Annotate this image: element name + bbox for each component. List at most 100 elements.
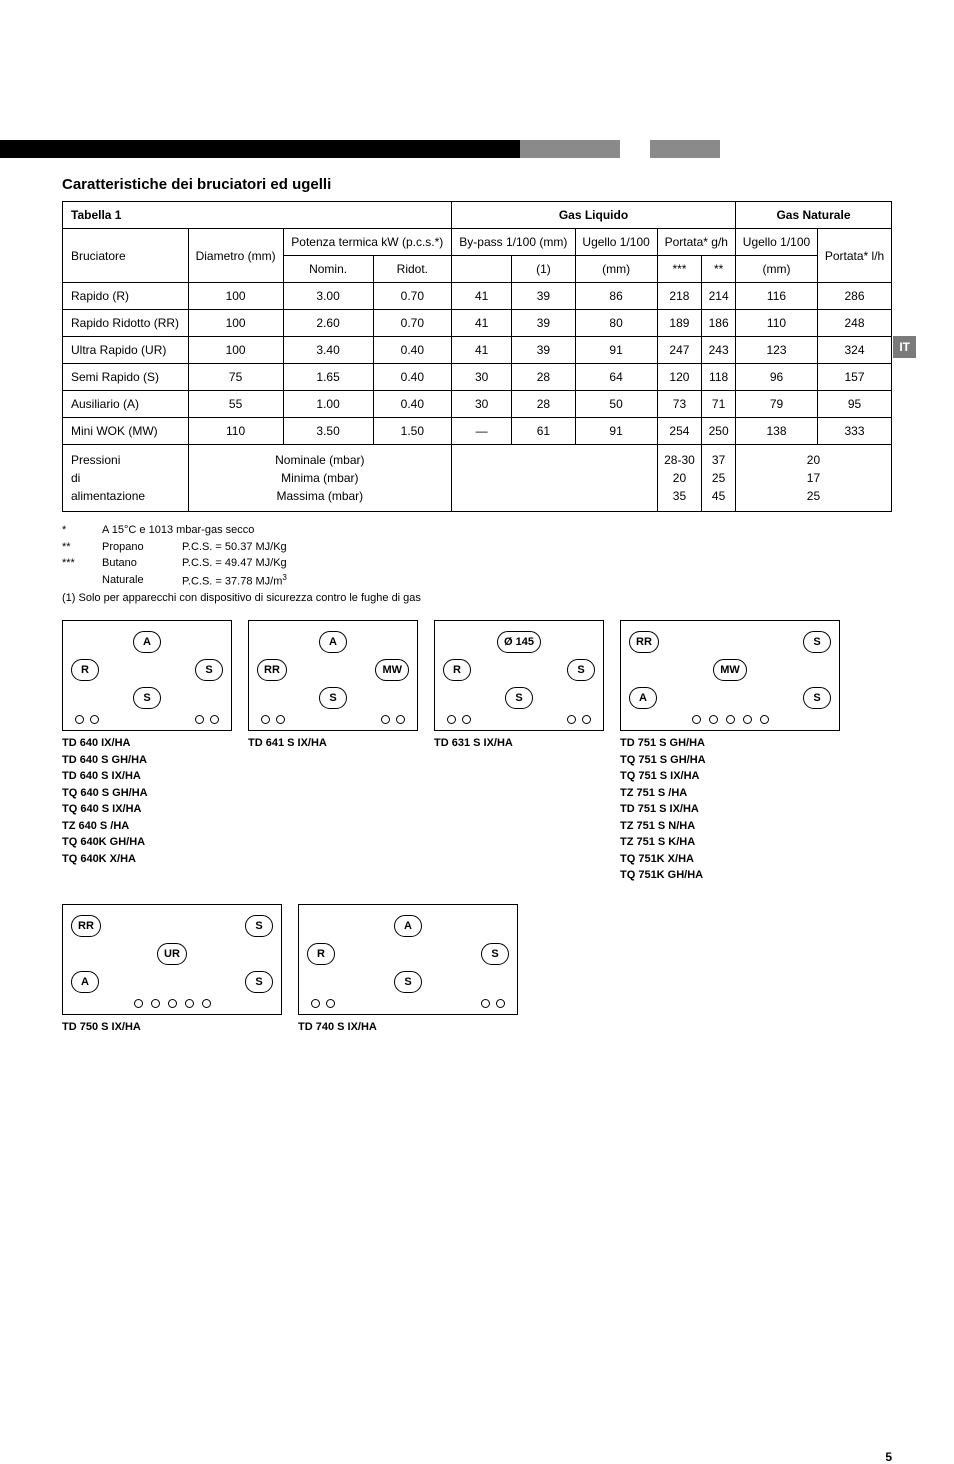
burner-label: S	[481, 943, 509, 965]
knob-icon	[481, 999, 490, 1008]
table-cell: 3.40	[283, 337, 373, 364]
table-cell: Ausiliario (A)	[63, 391, 189, 418]
table-cell: 30	[452, 391, 512, 418]
table-cell: 64	[575, 364, 657, 391]
pressure-liquid-1: 28-302035	[657, 445, 702, 512]
pressure-liquid-2: 372545	[702, 445, 736, 512]
table-cell: 110	[735, 310, 817, 337]
h-pl-s2: **	[702, 256, 736, 283]
h-bp-blank	[452, 256, 512, 283]
table-cell: 2.60	[283, 310, 373, 337]
table-cell: 243	[702, 337, 736, 364]
table-cell: 254	[657, 418, 702, 445]
fn-val: P.C.S. = 37.78 MJ/m3	[182, 572, 287, 590]
knob-icon	[462, 715, 471, 724]
table-cell: 71	[702, 391, 736, 418]
diagram-block: ARSSTD 740 S IX/HA	[298, 904, 518, 1036]
h-nom: Nomin.	[283, 256, 373, 283]
table-cell: 100	[188, 310, 283, 337]
table-cell: 189	[657, 310, 702, 337]
table-cell: 250	[702, 418, 736, 445]
table-caption: Tabella 1	[63, 202, 452, 229]
diagram-block: ARSSTD 640 IX/HATD 640 S GH/HATD 640 S I…	[62, 620, 232, 884]
knob-row	[257, 715, 409, 724]
table-cell: 100	[188, 283, 283, 310]
table-cell: 214	[702, 283, 736, 310]
knob-icon	[210, 715, 219, 724]
language-tab: IT	[893, 336, 916, 358]
knob-icon	[261, 715, 270, 724]
table-cell: 110	[188, 418, 283, 445]
top-bar	[0, 140, 954, 158]
h-potenza: Potenza termica kW (p.c.s.*)	[283, 229, 451, 256]
fn-val: P.C.S. = 49.47 MJ/Kg	[182, 555, 287, 572]
table-row: Mini WOK (MW)1103.501.50—619125425013833…	[63, 418, 892, 445]
table-cell: 3.00	[283, 283, 373, 310]
knob-icon	[726, 715, 735, 724]
table-cell: Rapido (R)	[63, 283, 189, 310]
knob-icon	[709, 715, 718, 724]
knob-icon	[496, 999, 505, 1008]
fn-text: (1) Solo per apparecchi con dispositivo …	[62, 590, 892, 607]
table-cell: 218	[657, 283, 702, 310]
h-ugl-sub: (mm)	[575, 256, 657, 283]
table-cell: 1.00	[283, 391, 373, 418]
knob-icon	[447, 715, 456, 724]
h-bruciatore: Bruciatore	[63, 229, 189, 283]
burner-label: S	[803, 687, 831, 709]
table-cell: 61	[512, 418, 575, 445]
h-pl-s1: ***	[657, 256, 702, 283]
knob-row	[629, 715, 831, 724]
h-portata-l: Portata* g/h	[657, 229, 735, 256]
table-cell: Mini WOK (MW)	[63, 418, 189, 445]
model-list: TD 750 S IX/HA	[62, 1019, 282, 1036]
table-cell: 41	[452, 283, 512, 310]
h-portata-n: Portata* l/h	[818, 229, 892, 283]
table-cell: 39	[512, 310, 575, 337]
fn-sym: ***	[62, 555, 102, 572]
diagram-row: RRSURASTD 750 S IX/HAARSSTD 740 S IX/HA	[62, 904, 892, 1036]
diagram-block: ARRMWSTD 641 S IX/HA	[248, 620, 418, 884]
table-cell: 28	[512, 391, 575, 418]
knob-icon	[743, 715, 752, 724]
burner-label: R	[443, 659, 471, 681]
knob-row	[443, 715, 595, 724]
table-cell: 91	[575, 337, 657, 364]
table-cell: 41	[452, 310, 512, 337]
table-cell: 80	[575, 310, 657, 337]
burner-label: Ø 145	[497, 631, 541, 653]
burner-label: S	[394, 971, 422, 993]
knob-row	[71, 715, 223, 724]
table-row: Semi Rapido (S)751.650.40302864120118961…	[63, 364, 892, 391]
table-cell: 324	[818, 337, 892, 364]
table-cell: 3.50	[283, 418, 373, 445]
burner-label: A	[394, 915, 422, 937]
burner-label: S	[505, 687, 533, 709]
diagram-row: ARSSTD 640 IX/HATD 640 S GH/HATD 640 S I…	[62, 620, 892, 884]
burner-diagram: RRSURAS	[62, 904, 282, 1015]
table-cell: 0.70	[373, 310, 451, 337]
table-cell: 248	[818, 310, 892, 337]
knob-icon	[151, 999, 160, 1008]
fn-gas: Butano	[102, 555, 182, 572]
table-cell: 75	[188, 364, 283, 391]
burner-diagram: RRSMWAS	[620, 620, 840, 731]
h-bypass: By-pass 1/100 (mm)	[452, 229, 576, 256]
table-cell: 79	[735, 391, 817, 418]
table-cell: 96	[735, 364, 817, 391]
model-list: TD 740 S IX/HA	[298, 1019, 518, 1036]
knob-icon	[326, 999, 335, 1008]
table-cell: 30	[452, 364, 512, 391]
fn-sym: *	[62, 522, 102, 539]
fn-sym	[62, 572, 102, 590]
table-cell: 116	[735, 283, 817, 310]
pressure-liquid-blank	[452, 445, 658, 512]
burner-label: MW	[713, 659, 747, 681]
table-cell: 41	[452, 337, 512, 364]
knob-icon	[202, 999, 211, 1008]
table-cell: 91	[575, 418, 657, 445]
table-cell: 95	[818, 391, 892, 418]
diagram-block: RRSURAS TD 750 S IX/HA	[62, 904, 282, 1036]
burner-diagram: Ø 145RSS	[434, 620, 604, 731]
table-cell: 123	[735, 337, 817, 364]
